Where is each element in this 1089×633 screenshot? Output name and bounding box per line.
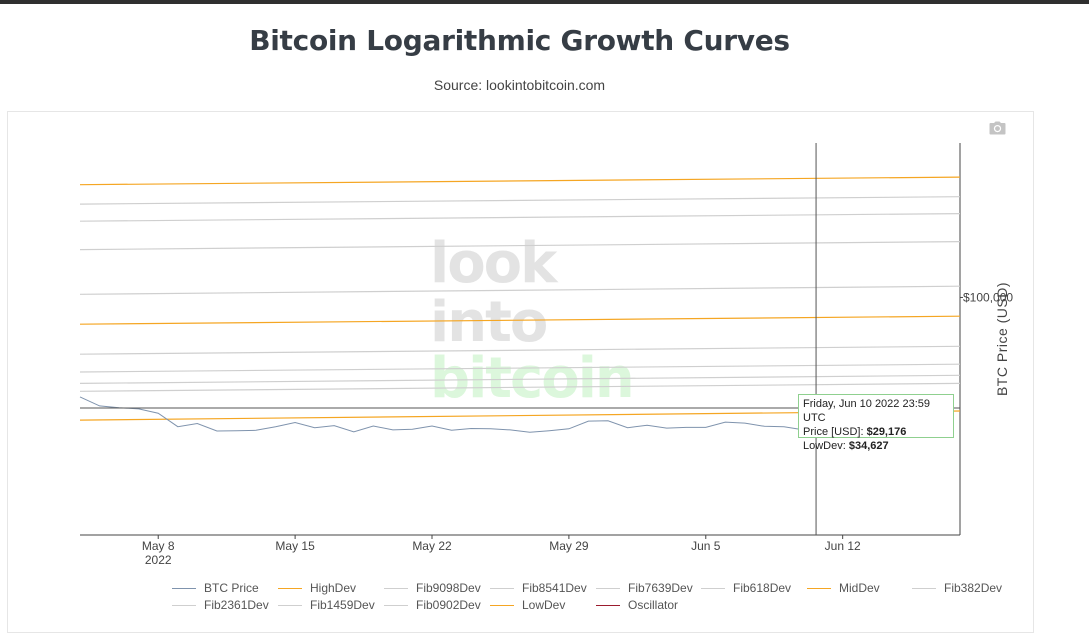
series-line-fib618dev — [79, 285, 961, 295]
x-tick-label: Jun 12 — [825, 539, 861, 553]
tooltip-lowdev-value: $34,627 — [848, 440, 889, 452]
hover-tooltip: Friday, Jun 10 2022 23:59 UTC Price [USD… — [798, 394, 954, 452]
x-tick-label: Jun 5 — [691, 539, 721, 553]
tooltip-date: Friday, Jun 10 2022 23:59 UTC — [803, 398, 930, 424]
legend-item-fib8541dev[interactable]: Fib8541Dev — [490, 580, 587, 596]
legend-item-fib9098dev[interactable]: Fib9098Dev — [384, 580, 481, 596]
page-subtitle: Source: lookintobitcoin.com — [433, 77, 606, 93]
legend-item-fib0902dev[interactable]: Fib0902Dev — [384, 597, 481, 613]
legend-swatch — [490, 604, 514, 606]
top-bar — [0, 0, 1089, 4]
legend-item-fib1459dev[interactable]: Fib1459Dev — [278, 597, 375, 613]
legend-swatch — [384, 604, 408, 606]
legend-label: Fib618Dev — [733, 581, 792, 595]
tooltip-price-value: $29,176 — [866, 426, 907, 438]
legend-swatch — [701, 587, 725, 589]
legend-item-lowdev[interactable]: LowDev — [490, 597, 565, 613]
legend-item-oscillator[interactable]: Oscillator — [596, 597, 678, 613]
legend-label: Fib0902Dev — [416, 598, 481, 612]
legend-label: Fib1459Dev — [310, 598, 375, 612]
watermark-line-1: look — [430, 231, 559, 296]
legend-swatch — [278, 604, 302, 606]
legend-swatch — [807, 587, 831, 589]
legend-swatch — [596, 587, 620, 589]
legend-label: Fib7639Dev — [628, 581, 693, 595]
legend-item-highdev[interactable]: HighDev — [278, 580, 356, 596]
legend-swatch — [490, 587, 514, 589]
series-line-fib9098dev — [79, 196, 961, 205]
legend-swatch — [172, 587, 196, 589]
legend-swatch — [278, 587, 302, 589]
tooltip-price-row: Price [USD]: $29,176 — [803, 425, 953, 439]
legend-label: Fib8541Dev — [522, 581, 587, 595]
legend-swatch — [912, 587, 936, 589]
legend-label: HighDev — [310, 581, 357, 595]
series-line-fib8541dev — [79, 213, 961, 222]
legend-swatch — [596, 604, 620, 606]
series-line-highdev — [79, 176, 961, 186]
series-line-fib0902dev — [79, 382, 961, 392]
watermark-line-2: into — [430, 290, 547, 355]
legend-label: BTC Price — [204, 581, 259, 595]
legend-item-fib2361dev[interactable]: Fib2361Dev — [172, 597, 269, 613]
legend-swatch — [172, 604, 196, 606]
series-line-fib7639dev — [79, 241, 961, 251]
x-tick-sublabel: 2022 — [145, 553, 172, 567]
camera-icon[interactable] — [989, 121, 1006, 135]
legend-swatch — [384, 587, 408, 589]
page-title: Bitcoin Logarithmic Growth Curves — [249, 24, 790, 57]
legend-item-fib382dev[interactable]: Fib382Dev — [912, 580, 1002, 596]
legend-item-middev[interactable]: MidDev — [807, 580, 880, 596]
x-tick-label: May 29 — [549, 539, 589, 553]
series-line-fib382dev — [79, 345, 961, 355]
legend-label: Fib2361Dev — [204, 598, 269, 612]
tooltip-lowdev-row: LowDev: $34,627 — [803, 439, 953, 453]
series-line-fib1459dev — [79, 374, 961, 384]
y-axis-label: BTC Price (USD) — [994, 282, 1010, 396]
x-tick-label: May 15 — [275, 539, 315, 553]
series-line-fib2361dev — [79, 363, 961, 373]
legend-label: MidDev — [839, 581, 880, 595]
legend-label: LowDev — [522, 598, 566, 612]
y-tick-label: $100,000 — [963, 290, 1013, 304]
legend-label: Oscillator — [628, 598, 679, 612]
legend-item-fib618dev[interactable]: Fib618Dev — [701, 580, 791, 596]
tooltip-lowdev-label: LowDev: — [803, 440, 846, 452]
x-tick-label: May 8 — [142, 539, 175, 553]
tooltip-price-label: Price [USD]: — [803, 426, 864, 438]
legend-item-btc-price[interactable]: BTC Price — [172, 580, 259, 596]
legend-item-fib7639dev[interactable]: Fib7639Dev — [596, 580, 693, 596]
legend-label: Fib382Dev — [944, 581, 1003, 595]
series-line-middev — [79, 315, 961, 325]
x-tick-label: May 22 — [412, 539, 452, 553]
series-line-btc-price — [79, 396, 804, 433]
legend-label: Fib9098Dev — [416, 581, 481, 595]
